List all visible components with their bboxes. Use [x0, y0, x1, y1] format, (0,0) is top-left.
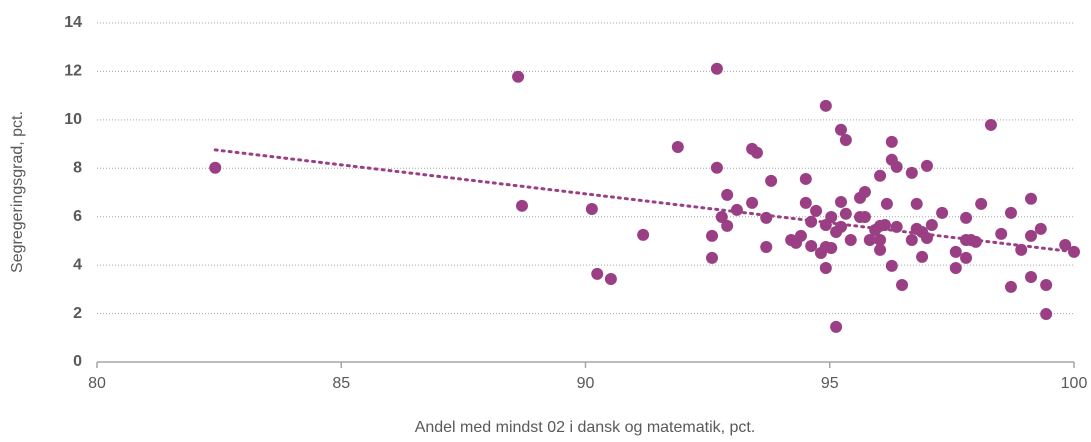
point: [844, 233, 857, 246]
point: [1004, 280, 1017, 293]
point: [794, 229, 807, 242]
point: [715, 210, 728, 223]
point: [604, 272, 617, 285]
y-tick-label: 2: [73, 305, 82, 322]
point: [585, 202, 598, 215]
point: [819, 262, 832, 275]
point: [920, 159, 933, 172]
point: [885, 135, 898, 148]
point: [975, 197, 988, 210]
point: [1025, 271, 1038, 284]
y-axis-label: Segregeringsgrad, pct.: [9, 111, 26, 273]
point: [910, 197, 923, 210]
point: [799, 196, 812, 209]
point: [819, 99, 832, 112]
point: [825, 210, 838, 223]
point: [874, 169, 887, 182]
point: [799, 172, 812, 185]
point: [706, 229, 719, 242]
x-tick-label: 80: [88, 375, 106, 392]
point: [890, 220, 903, 233]
point: [960, 211, 973, 224]
point: [1025, 192, 1038, 205]
point: [916, 250, 929, 263]
point: [925, 218, 938, 231]
y-tick-label: 4: [73, 256, 82, 273]
point: [721, 188, 734, 201]
point: [209, 161, 222, 174]
point: [960, 251, 973, 264]
point: [949, 245, 962, 258]
x-tick-label: 95: [821, 375, 839, 392]
point: [1004, 206, 1017, 219]
point: [765, 174, 778, 187]
point: [760, 240, 773, 253]
point: [730, 203, 743, 216]
point: [984, 118, 997, 131]
point: [834, 123, 847, 136]
point: [858, 210, 871, 223]
point: [890, 160, 903, 173]
point: [760, 211, 773, 224]
point: [839, 133, 852, 146]
point: [637, 228, 650, 241]
point: [1034, 222, 1047, 235]
point: [810, 204, 823, 217]
point: [858, 186, 871, 199]
x-axis-label: Andel med mindst 02 i dansk og matematik…: [415, 419, 756, 436]
y-tick-label: 8: [73, 160, 82, 177]
point: [1068, 245, 1080, 258]
point: [830, 320, 843, 333]
point: [710, 62, 723, 75]
point: [834, 195, 847, 208]
point: [905, 233, 918, 246]
point: [905, 166, 918, 179]
y-tick-label: 12: [64, 63, 82, 80]
point: [671, 140, 684, 153]
x-tick-label: 85: [332, 375, 350, 392]
point: [863, 233, 876, 246]
point: [805, 240, 818, 253]
point: [1040, 278, 1053, 291]
point: [874, 243, 887, 256]
x-tick-label: 90: [577, 375, 595, 392]
y-tick-label: 0: [73, 353, 82, 370]
x-tick-label: 100: [1061, 375, 1088, 392]
point: [885, 259, 898, 272]
point: [515, 199, 528, 212]
point: [706, 251, 719, 264]
point: [880, 197, 893, 210]
point: [825, 241, 838, 254]
point: [710, 161, 723, 174]
trendline: [213, 148, 1076, 254]
point: [721, 219, 734, 232]
point: [591, 267, 604, 280]
point: [512, 70, 525, 83]
point: [1040, 308, 1053, 321]
point: [995, 227, 1008, 240]
point: [949, 262, 962, 275]
point: [1059, 239, 1072, 252]
point: [896, 278, 909, 291]
point: [839, 207, 852, 220]
point: [750, 146, 763, 159]
y-tick-label: 6: [73, 208, 82, 225]
y-tick-label: 10: [64, 111, 82, 128]
point: [936, 206, 949, 219]
point: [874, 233, 887, 246]
y-tick-label: 14: [64, 14, 82, 31]
point: [1025, 229, 1038, 242]
point: [746, 196, 759, 209]
